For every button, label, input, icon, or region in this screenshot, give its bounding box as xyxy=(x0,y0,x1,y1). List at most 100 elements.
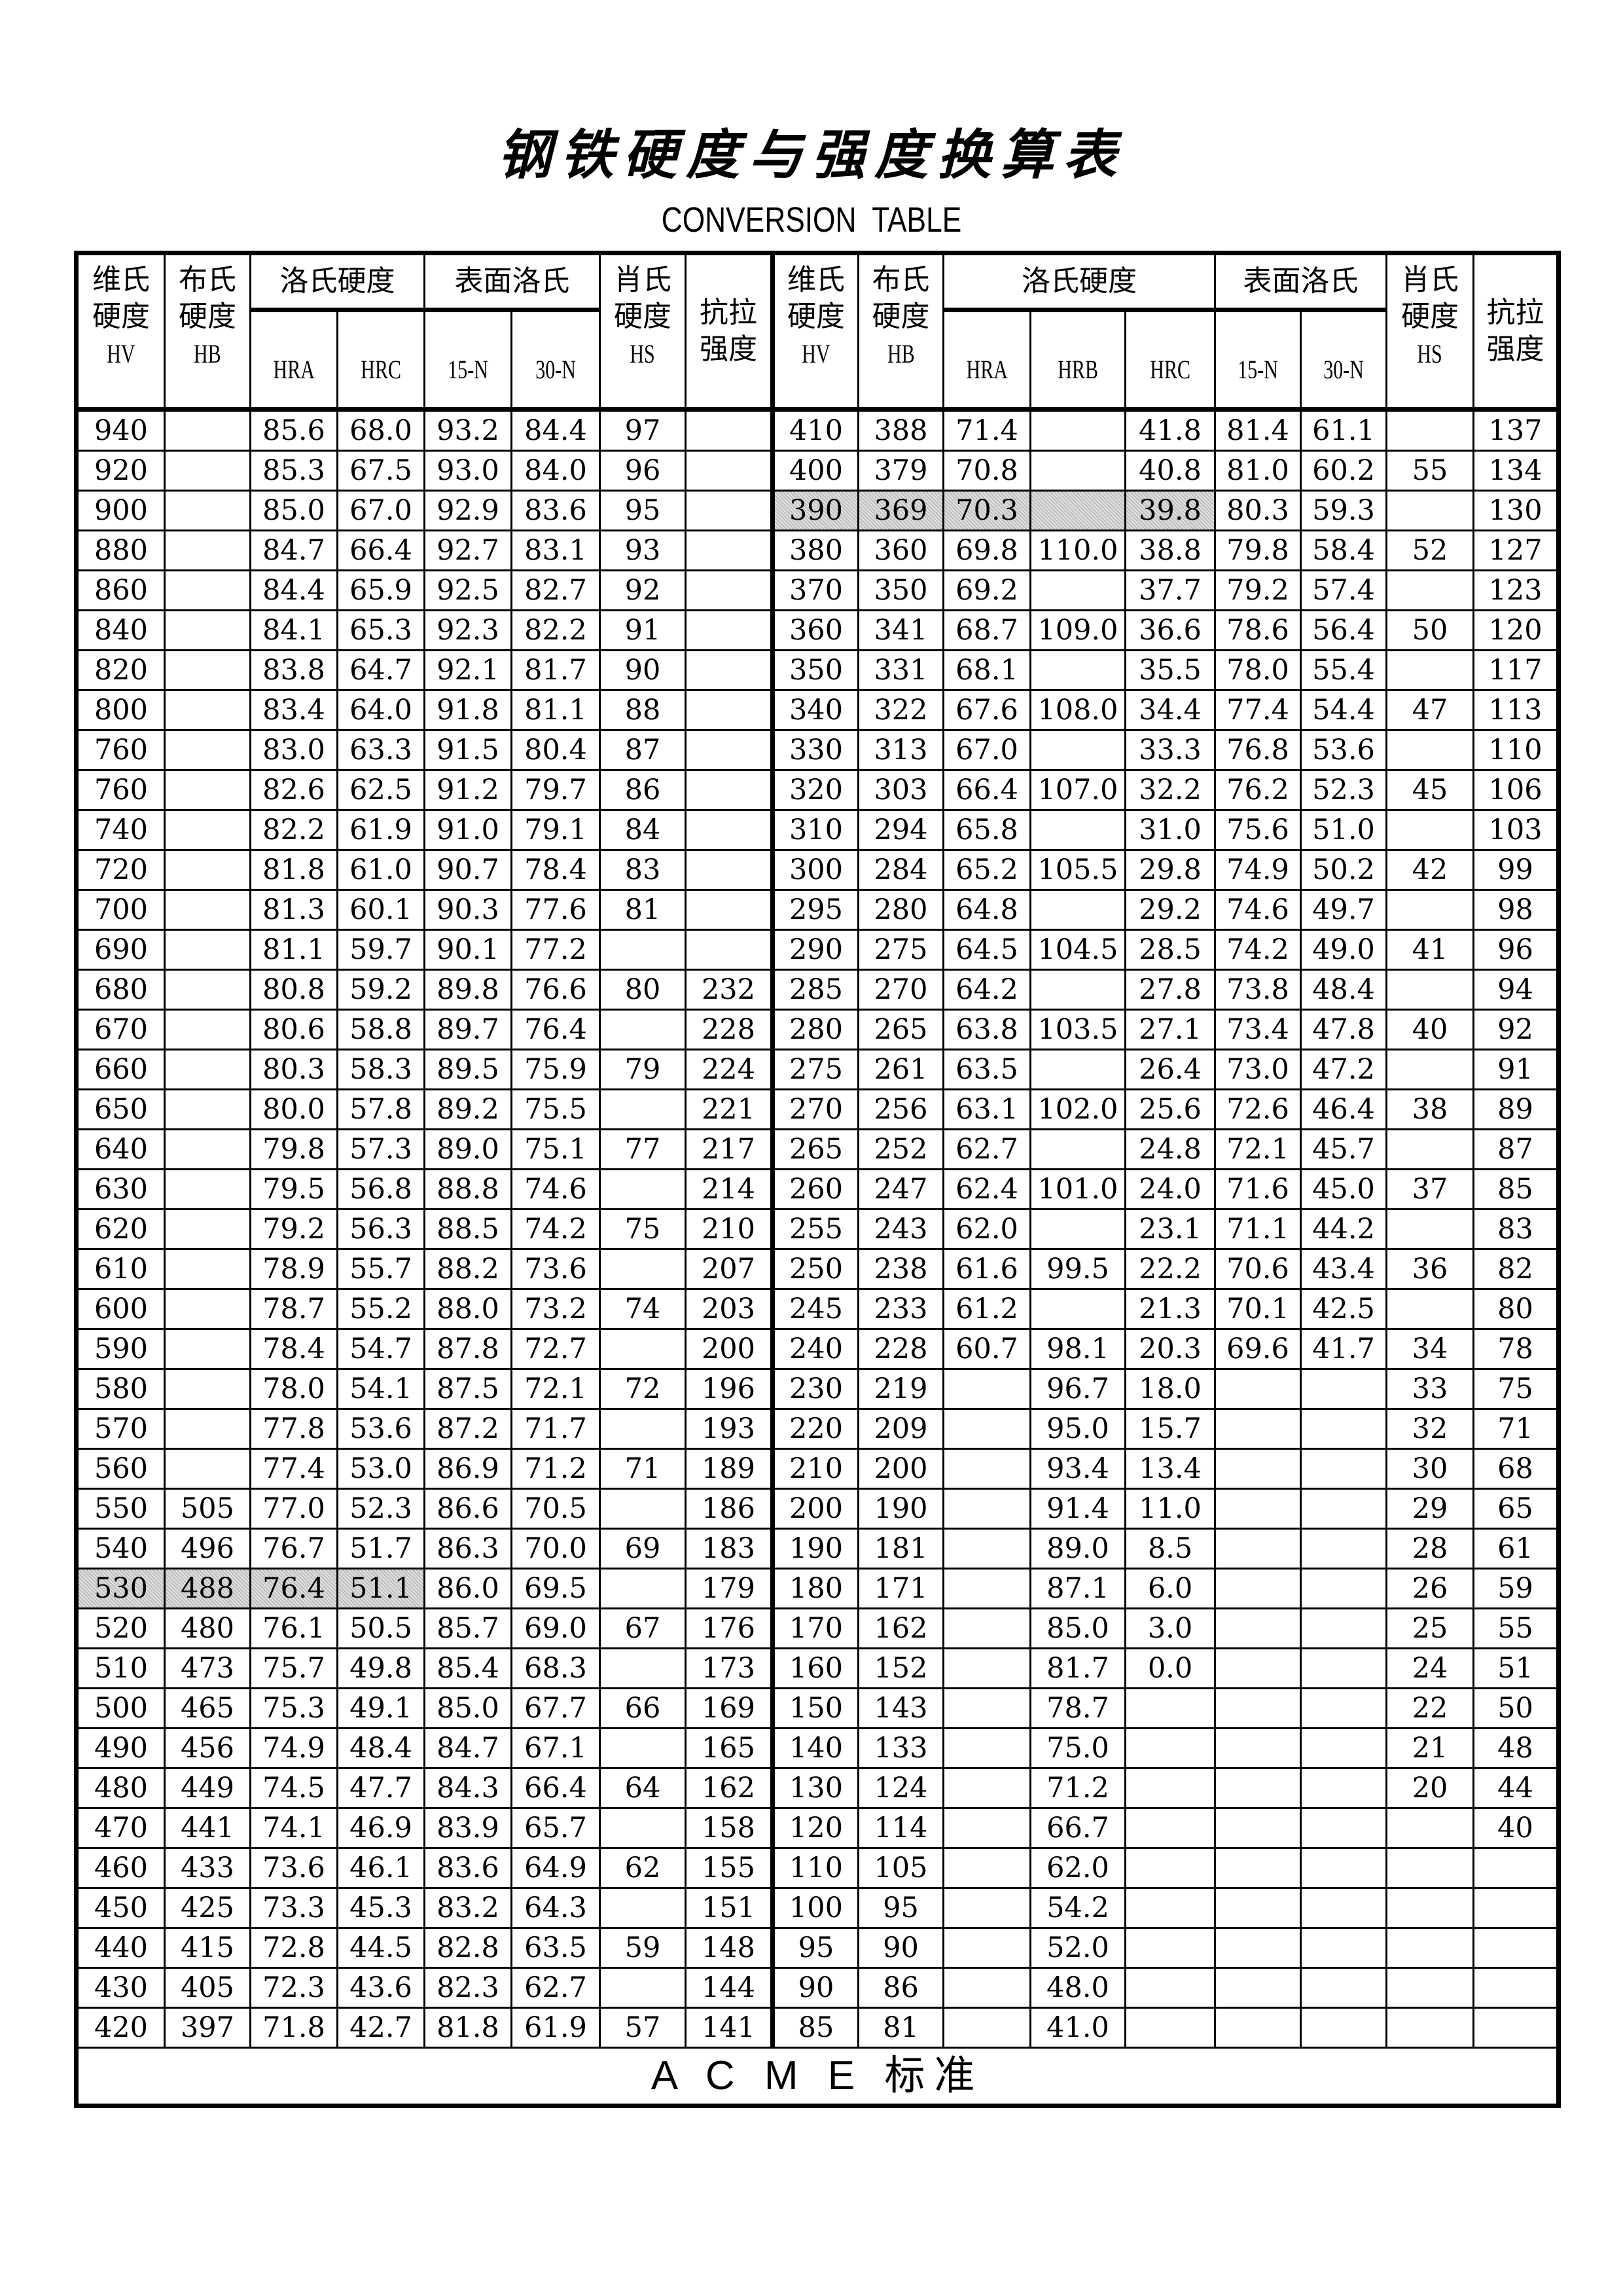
left-cell-30-n: 66.4 xyxy=(510,1767,601,1809)
left-cell-hv: 920 xyxy=(75,450,166,492)
right-cell-hb: 86 xyxy=(857,1967,944,2009)
left-cell-hb: 433 xyxy=(164,1847,251,1889)
right-cell-hv: 120 xyxy=(770,1807,859,1849)
left-cell-hv: 560 xyxy=(75,1448,166,1490)
left-cell-hv: 800 xyxy=(75,689,166,731)
right-cell-hv: 140 xyxy=(770,1727,859,1769)
right-cell-hra xyxy=(942,1927,1031,1969)
header-right-hs: 肖氏 硬度 HS xyxy=(1385,252,1475,412)
left-cell-15-n: 86.9 xyxy=(423,1448,512,1490)
left-cell-hb xyxy=(164,408,251,452)
left-cell-hrc: 53.0 xyxy=(336,1448,425,1490)
left-cell-抗拉强度: 189 xyxy=(685,1448,774,1490)
right-cell-hrb: 41.0 xyxy=(1029,2007,1126,2049)
right-cell-hv: 230 xyxy=(770,1368,859,1410)
left-cell-15-n: 81.8 xyxy=(423,2007,512,2049)
right-cell-hs: 50 xyxy=(1385,609,1475,651)
right-cell-15-n: 79.8 xyxy=(1214,529,1302,571)
right-cell-hb: 252 xyxy=(857,1128,944,1170)
left-cell-15-n: 92.7 xyxy=(423,529,512,571)
table-row: 590 78.4 54.7 87.8 72.7 200 240 228 60.7 98.1 20.3… xyxy=(75,1328,1560,1370)
left-cell-30-n: 72.7 xyxy=(510,1328,601,1370)
right-cell-hv: 190 xyxy=(770,1528,859,1570)
right-cell-hv: 240 xyxy=(770,1328,859,1370)
right-cell-15-n: 72.1 xyxy=(1214,1128,1302,1170)
right-cell-hrb: 66.7 xyxy=(1029,1807,1126,1849)
table-row: 600 78.7 55.2 88.0 73.2 74 203 245 233 61.2 21.3 70… xyxy=(75,1288,1560,1330)
left-cell-hs xyxy=(599,1727,687,1769)
right-cell-hrb xyxy=(1029,1049,1126,1090)
left-cell-30-n: 83.6 xyxy=(510,490,601,531)
right-cell-hv: 275 xyxy=(770,1049,859,1090)
right-cell-hrc: 36.6 xyxy=(1124,609,1217,651)
right-cell-30-n: 48.4 xyxy=(1300,969,1388,1011)
right-cell-hb: 331 xyxy=(857,649,944,691)
left-cell-抗拉强度: 173 xyxy=(685,1647,774,1689)
right-cell-30-n xyxy=(1300,1607,1388,1649)
left-cell-抗拉强度 xyxy=(685,408,774,452)
left-cell-30-n: 73.6 xyxy=(510,1248,601,1290)
left-cell-hrc: 46.1 xyxy=(336,1847,425,1889)
right-cell-hrb: 89.0 xyxy=(1029,1528,1126,1570)
right-cell-hra: 69.2 xyxy=(942,569,1031,611)
right-cell-hb: 81 xyxy=(857,2007,944,2049)
left-cell-hb xyxy=(164,450,251,492)
right-cell-30-n: 53.6 xyxy=(1300,729,1388,771)
left-cell-hs: 79 xyxy=(599,1049,687,1090)
right-cell-hrb xyxy=(1029,969,1126,1011)
right-cell-hrc: 27.1 xyxy=(1124,1009,1217,1050)
right-cell-hrc: 6.0 xyxy=(1124,1568,1217,1609)
right-cell-hb: 247 xyxy=(857,1168,944,1210)
right-cell-抗拉强度: 40 xyxy=(1472,1807,1560,1849)
left-cell-hb xyxy=(164,529,251,571)
table-row: 620 79.2 56.3 88.5 74.2 75 210 255 243 62.0 23.1 71… xyxy=(75,1208,1560,1250)
left-cell-抗拉强度 xyxy=(685,569,774,611)
left-cell-hv: 880 xyxy=(75,529,166,571)
left-cell-hv: 630 xyxy=(75,1168,166,1210)
right-cell-15-n: 76.8 xyxy=(1214,729,1302,771)
left-cell-hv: 570 xyxy=(75,1408,166,1450)
right-cell-15-n xyxy=(1214,1528,1302,1570)
right-cell-hs: 26 xyxy=(1385,1568,1475,1609)
left-cell-15-n: 83.9 xyxy=(423,1807,512,1849)
left-cell-hs: 59 xyxy=(599,1927,687,1969)
right-cell-hrc xyxy=(1124,1727,1217,1769)
left-cell-抗拉强度 xyxy=(685,649,774,691)
right-cell-hb: 200 xyxy=(857,1448,944,1490)
right-cell-hb: 369 xyxy=(857,490,944,531)
right-cell-15-n xyxy=(1214,1727,1302,1769)
left-cell-15-n: 89.2 xyxy=(423,1088,512,1130)
right-cell-hs: 37 xyxy=(1385,1168,1475,1210)
right-cell-hrc: 23.1 xyxy=(1124,1208,1217,1250)
table-row: 510 473 75.7 49.8 85.4 68.3 173 160 152 81.7 0.0 24… xyxy=(75,1647,1560,1689)
left-cell-抗拉强度: 200 xyxy=(685,1328,774,1370)
right-cell-hs: 36 xyxy=(1385,1248,1475,1290)
left-cell-hrc: 58.3 xyxy=(336,1049,425,1090)
right-cell-hra: 63.8 xyxy=(942,1009,1031,1050)
left-cell-15-n: 87.2 xyxy=(423,1408,512,1450)
right-cell-抗拉强度: 44 xyxy=(1472,1767,1560,1809)
left-cell-抗拉强度: 203 xyxy=(685,1288,774,1330)
left-cell-hrc: 60.1 xyxy=(336,889,425,931)
left-cell-hra: 84.4 xyxy=(249,569,338,611)
left-cell-hs: 72 xyxy=(599,1368,687,1410)
right-cell-hs: 32 xyxy=(1385,1408,1475,1450)
right-cell-hs xyxy=(1385,729,1475,771)
left-cell-hs: 57 xyxy=(599,2007,687,2049)
left-cell-hb xyxy=(164,1009,251,1050)
right-cell-hra: 69.8 xyxy=(942,529,1031,571)
right-cell-hrc: 31.0 xyxy=(1124,809,1217,851)
right-cell-15-n xyxy=(1214,1607,1302,1649)
left-cell-30-n: 80.4 xyxy=(510,729,601,771)
left-cell-抗拉强度 xyxy=(685,529,774,571)
left-cell-hra: 78.9 xyxy=(249,1248,338,1290)
left-cell-hs xyxy=(599,1967,687,2009)
right-cell-hrc xyxy=(1124,1887,1217,1929)
right-cell-抗拉强度 xyxy=(1472,2007,1560,2049)
left-cell-30-n: 71.2 xyxy=(510,1448,601,1490)
left-cell-hv: 840 xyxy=(75,609,166,651)
right-cell-30-n: 45.0 xyxy=(1300,1168,1388,1210)
header-left-hra: HRA xyxy=(249,309,338,412)
left-cell-抗拉强度 xyxy=(685,929,774,971)
left-cell-hs: 86 xyxy=(599,769,687,811)
